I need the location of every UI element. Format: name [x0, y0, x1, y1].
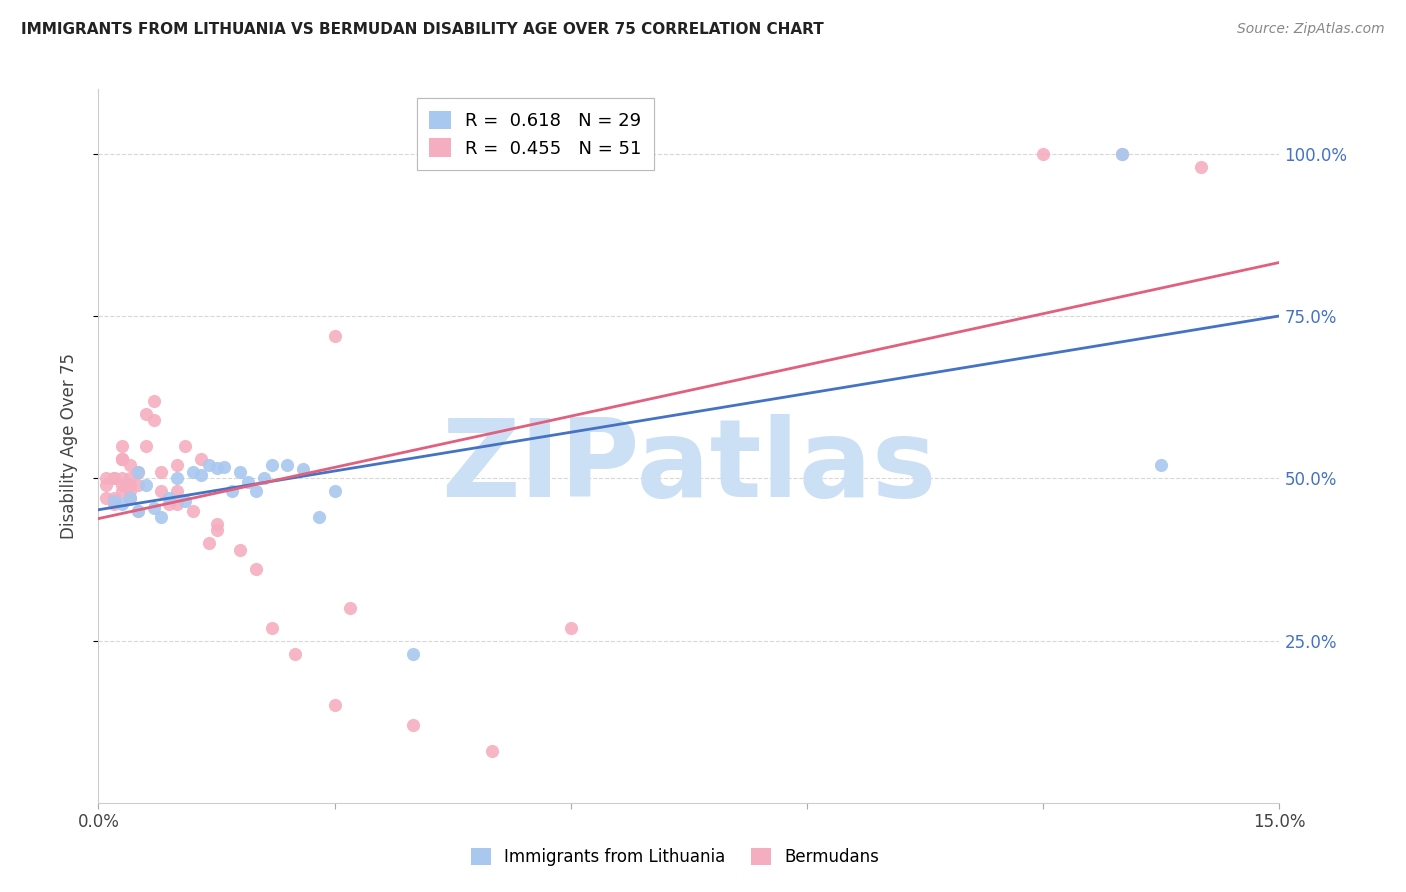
Point: [197, 458, 219, 473]
Point: [229, 465, 252, 479]
Point: [260, 621, 283, 635]
Point: [402, 718, 425, 732]
Point: [111, 471, 134, 485]
Point: [323, 698, 346, 713]
Y-axis label: Disability Age Over 75: Disability Age Over 75: [59, 353, 77, 539]
Point: [560, 621, 582, 635]
Point: [111, 484, 134, 499]
Point: [245, 562, 267, 576]
Point: [118, 491, 141, 505]
Point: [150, 465, 173, 479]
Point: [127, 478, 149, 492]
Point: [323, 328, 346, 343]
Point: [236, 475, 259, 489]
Point: [103, 497, 125, 511]
Point: [103, 494, 125, 508]
Point: [103, 471, 125, 485]
Text: IMMIGRANTS FROM LITHUANIA VS BERMUDAN DISABILITY AGE OVER 75 CORRELATION CHART: IMMIGRANTS FROM LITHUANIA VS BERMUDAN DI…: [21, 22, 824, 37]
Point: [118, 491, 141, 505]
Point: [308, 510, 330, 524]
Point: [142, 500, 165, 515]
Point: [166, 497, 188, 511]
Point: [118, 484, 141, 499]
Point: [111, 452, 134, 467]
Point: [96, 491, 118, 505]
Text: Source: ZipAtlas.com: Source: ZipAtlas.com: [1237, 22, 1385, 37]
Point: [118, 471, 141, 485]
Point: [111, 452, 134, 467]
Point: [135, 439, 157, 453]
Point: [111, 497, 134, 511]
Point: [181, 504, 204, 518]
Point: [118, 458, 141, 473]
Point: [323, 484, 346, 499]
Point: [1111, 147, 1133, 161]
Point: [111, 439, 134, 453]
Point: [205, 524, 228, 538]
Point: [221, 484, 243, 499]
Point: [260, 458, 283, 473]
Point: [166, 471, 188, 485]
Legend: Immigrants from Lithuania, Bermudans: Immigrants from Lithuania, Bermudans: [463, 840, 887, 875]
Point: [157, 497, 180, 511]
Point: [284, 647, 307, 661]
Point: [276, 458, 298, 473]
Legend: R =  0.618   N = 29, R =  0.455   N = 51: R = 0.618 N = 29, R = 0.455 N = 51: [416, 98, 654, 170]
Point: [135, 478, 157, 492]
Point: [127, 504, 149, 518]
Point: [1111, 147, 1133, 161]
Point: [205, 516, 228, 531]
Point: [1189, 160, 1212, 174]
Point: [190, 468, 212, 483]
Point: [166, 484, 188, 499]
Point: [181, 465, 204, 479]
Point: [150, 484, 173, 499]
Point: [190, 452, 212, 467]
Point: [214, 459, 236, 474]
Point: [150, 510, 173, 524]
Point: [142, 413, 165, 427]
Point: [166, 458, 188, 473]
Point: [142, 393, 165, 408]
Point: [253, 471, 276, 485]
Point: [481, 744, 503, 758]
Point: [197, 536, 219, 550]
Point: [174, 494, 197, 508]
Point: [292, 461, 315, 475]
Point: [402, 647, 425, 661]
Point: [103, 491, 125, 505]
Point: [118, 478, 141, 492]
Text: ZIPatlas: ZIPatlas: [441, 415, 936, 520]
Point: [127, 504, 149, 518]
Point: [245, 484, 267, 499]
Point: [111, 478, 134, 492]
Point: [103, 471, 125, 485]
Point: [96, 471, 118, 485]
Point: [174, 439, 197, 453]
Point: [111, 452, 134, 467]
Point: [157, 491, 180, 505]
Point: [135, 407, 157, 421]
Point: [96, 478, 118, 492]
Point: [229, 542, 252, 557]
Point: [1032, 147, 1054, 161]
Point: [127, 465, 149, 479]
Point: [127, 465, 149, 479]
Point: [339, 601, 361, 615]
Point: [205, 461, 228, 475]
Point: [1150, 458, 1173, 473]
